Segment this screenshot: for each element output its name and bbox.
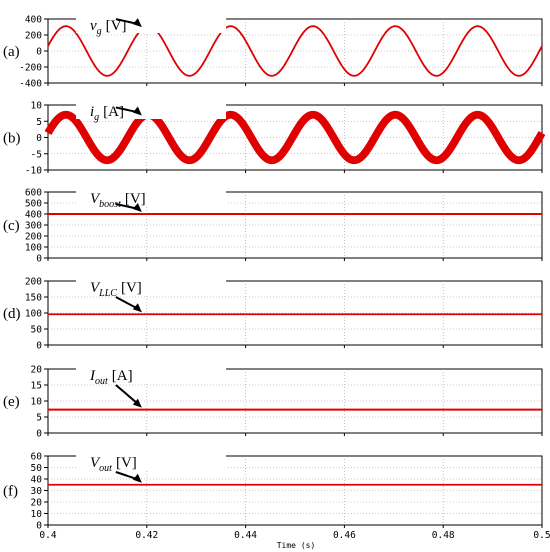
chart-panel-e: 20 15 10 5 0 Iout [A] (e): [3, 361, 543, 440]
annotation-label: Iout [A]: [89, 368, 133, 387]
x-tick-label: 0.44: [234, 530, 257, 541]
annotation-box: [76, 184, 226, 206]
arrow-head: [132, 18, 142, 28]
y-tick-label: -200: [19, 63, 42, 74]
y-tick-label: 5: [36, 413, 42, 424]
waveform-trace: [47, 25, 543, 77]
arrow-head: [132, 473, 142, 483]
x-tick-label: 0.5: [533, 530, 550, 541]
y-tick-label: 20: [31, 365, 43, 376]
waveform-trace: [44, 110, 546, 165]
y-tick-label: 50: [31, 463, 43, 474]
panel-letter: (d): [3, 306, 21, 322]
y-tick-label: 60: [31, 452, 43, 463]
y-tick-label: 600: [25, 188, 42, 199]
y-tick-label: 5: [36, 117, 42, 128]
y-tick-label: -5: [31, 149, 42, 160]
annotation-box: [76, 448, 226, 470]
y-tick-label: 0: [36, 341, 42, 352]
y-tick-label: 150: [25, 293, 42, 304]
annotation-label: Vout [V]: [90, 455, 137, 474]
y-tick-label: 10: [31, 101, 43, 112]
y-tick-label: 300: [25, 221, 42, 232]
panel-letter: (c): [3, 218, 20, 234]
arrow-head: [132, 106, 142, 116]
y-tick-label: 100: [25, 309, 42, 320]
y-tick-label: 10: [31, 397, 43, 408]
annotation-label: Vboost [V]: [90, 191, 146, 210]
y-tick-label: 0: [36, 429, 42, 440]
arrow-head: [132, 398, 142, 408]
x-axis-label: Time (s): [277, 541, 316, 550]
y-tick-label: 0: [36, 254, 42, 265]
y-tick-label: 400: [25, 15, 42, 26]
panel-letter: (e): [3, 394, 20, 410]
y-tick-label: -400: [19, 79, 42, 90]
y-tick-label: 50: [31, 325, 43, 336]
y-tick-label: 15: [31, 381, 42, 392]
x-tick-label: 0.42: [135, 530, 158, 541]
y-tick-label: 0: [36, 133, 42, 144]
x-tick-label: 0.4: [39, 530, 56, 541]
arrow-head: [132, 203, 142, 212]
y-tick-label: 200: [25, 232, 42, 243]
y-tick-label: 200: [25, 277, 42, 288]
y-tick-label: 200: [25, 31, 42, 42]
y-tick-label: 0: [36, 521, 42, 532]
annotation-label: VLLC [V]: [90, 280, 142, 299]
annotation-box: [76, 97, 226, 119]
y-tick-label: 20: [31, 498, 43, 509]
annotation-label: vg [V]: [90, 18, 127, 37]
panel-letter: (f): [3, 484, 18, 500]
y-tick-label: 30: [31, 486, 43, 497]
y-tick-label: 10: [31, 509, 43, 520]
panel-letter: (b): [3, 131, 21, 147]
panel-letter: (a): [3, 44, 20, 60]
y-tick-label: 400: [25, 210, 42, 221]
y-tick-label: 100: [25, 243, 42, 254]
x-tick-label: 0.48: [432, 530, 455, 541]
y-tick-label: 40: [31, 475, 43, 486]
annotation-box: [76, 11, 226, 33]
annotation-box: [76, 273, 226, 295]
chart-panel-a: 400 200 0 -200 -400 vg [V] (a): [3, 11, 543, 90]
chart-panel-d: 200 150 100 50 0 VLLC [V] (d): [3, 273, 543, 352]
annotation-arrow: [115, 384, 140, 406]
y-tick-label: 500: [25, 199, 42, 210]
y-tick-label: 0: [36, 47, 42, 58]
annotation-box: [76, 361, 226, 383]
y-tick-label: -10: [25, 166, 42, 177]
shared-x-axis: Time (s) 0.4 0.42 0.44 0.46 0.48 0.5: [39, 530, 550, 550]
arrow-head: [132, 303, 142, 313]
x-tick-label: 0.46: [333, 530, 356, 541]
